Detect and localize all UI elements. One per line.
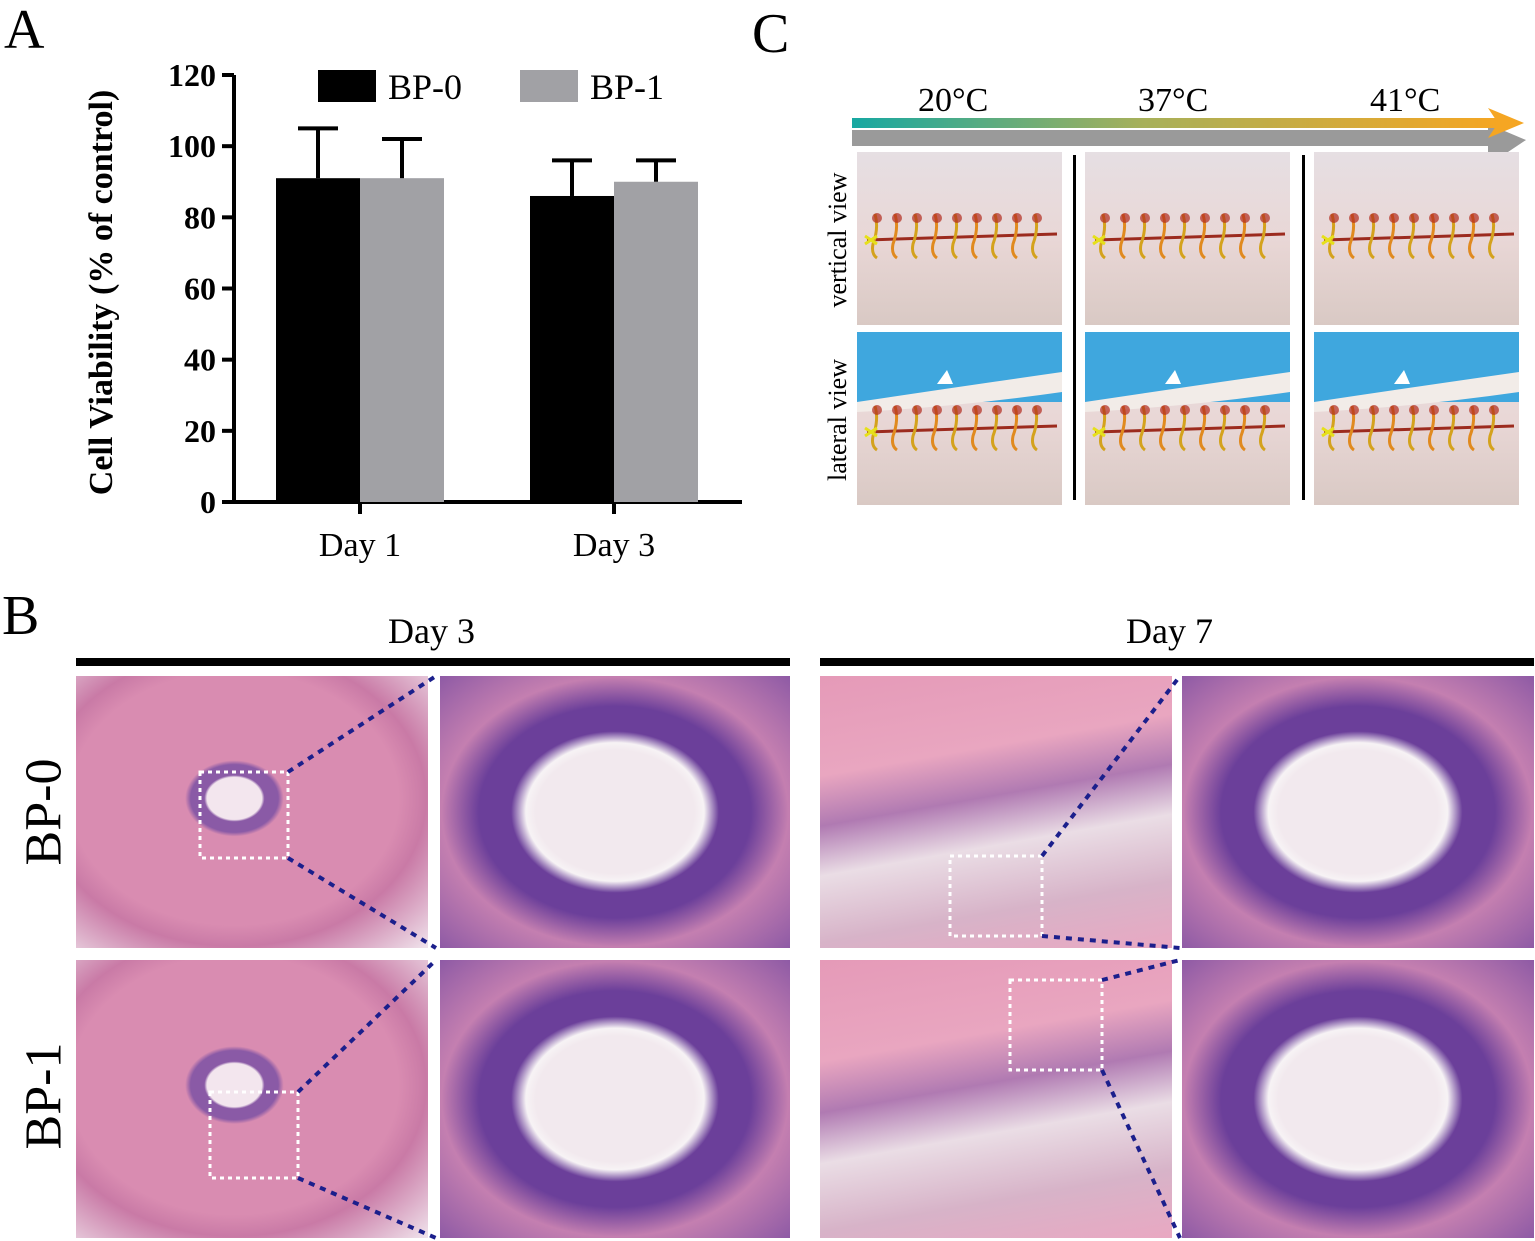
- temperature-gradient-arrow: [852, 108, 1526, 152]
- histology-overview-image: [76, 960, 428, 1238]
- column-rule-day7: [820, 658, 1534, 666]
- x-tick-label: Day 1: [319, 527, 401, 564]
- y-tick-label: 0: [200, 484, 216, 520]
- column-rule-day3: [76, 658, 790, 666]
- divider-line: [1302, 155, 1305, 500]
- legend-swatch-bp-1: [520, 70, 578, 102]
- x-tick-label: Day 3: [573, 527, 655, 564]
- divider-line: [1073, 155, 1076, 500]
- bar-bp-1-day3: [614, 181, 698, 502]
- row-label-vertical-view: vertical view: [823, 172, 852, 308]
- row-label-bp1: BP-1: [15, 1042, 73, 1150]
- panel-a-letter: A: [4, 0, 45, 61]
- legend-label-bp-0: BP-0: [388, 67, 462, 107]
- histology-zoom-image: [1182, 676, 1534, 948]
- y-tick-label: 20: [184, 413, 216, 449]
- y-tick-label: 80: [184, 199, 216, 235]
- temp-label-37: 37°C: [1138, 82, 1209, 119]
- bar-bp-1-day1: [360, 178, 444, 503]
- column-title-day3: Day 3: [388, 611, 475, 651]
- vertical-view-photo: [1085, 152, 1290, 325]
- row-label-bp0: BP-0: [15, 758, 73, 866]
- legend-label-bp-1: BP-1: [590, 67, 664, 107]
- histology-overview-image: [820, 676, 1172, 948]
- histology-overview-image: [820, 960, 1172, 1238]
- lateral-view-photo: [1085, 332, 1290, 505]
- y-tick-label: 40: [184, 342, 216, 378]
- bar-bp-0-day3: [530, 195, 614, 502]
- cell-viability-chart: 0 20 40 60 80 100 120 Cell Viability (% of cont…: [83, 57, 742, 564]
- y-axis-label: Cell Viability (% of control): [83, 90, 120, 495]
- histology-zoom-image: [440, 960, 790, 1238]
- vertical-view-photo: [857, 152, 1062, 325]
- bar-bp-0-day1: [276, 178, 360, 503]
- lateral-view-photo: [857, 332, 1062, 505]
- lateral-view-photo: [1314, 332, 1519, 505]
- histology-overview-image: [76, 676, 428, 948]
- column-title-day7: Day 7: [1126, 611, 1213, 651]
- temp-label-20: 20°C: [918, 82, 989, 119]
- panel-c-letter: C: [752, 3, 790, 65]
- histology-zoom-image: [1182, 960, 1534, 1238]
- row-label-lateral-view: lateral view: [823, 359, 852, 481]
- legend-swatch-bp-0: [318, 70, 376, 102]
- temp-label-41: 41°C: [1370, 82, 1441, 119]
- y-tick-label: 60: [184, 271, 216, 307]
- histology-zoom-image: [440, 676, 790, 948]
- y-tick-label: 100: [168, 128, 216, 164]
- panel-b-letter: B: [2, 585, 40, 647]
- vertical-view-photo: [1314, 152, 1519, 325]
- y-tick-label: 120: [168, 57, 216, 93]
